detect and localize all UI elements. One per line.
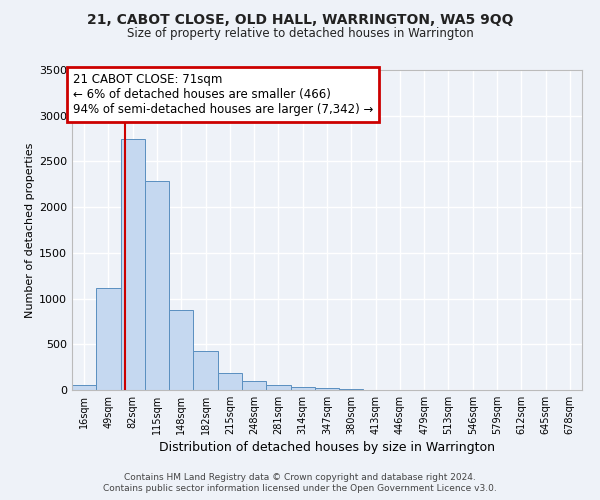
- Bar: [315, 388, 339, 390]
- Bar: [339, 389, 364, 390]
- X-axis label: Distribution of detached houses by size in Warrington: Distribution of detached houses by size …: [159, 441, 495, 454]
- Bar: [72, 385, 96, 390]
- Bar: [290, 387, 315, 390]
- Text: Contains HM Land Registry data © Crown copyright and database right 2024.: Contains HM Land Registry data © Crown c…: [124, 472, 476, 482]
- Bar: [96, 288, 121, 390]
- Bar: [266, 385, 290, 390]
- Text: Contains public sector information licensed under the Open Government Licence v3: Contains public sector information licen…: [103, 484, 497, 493]
- Bar: [218, 373, 242, 390]
- Bar: [242, 381, 266, 390]
- Y-axis label: Number of detached properties: Number of detached properties: [25, 142, 35, 318]
- Text: Size of property relative to detached houses in Warrington: Size of property relative to detached ho…: [127, 28, 473, 40]
- Bar: [169, 310, 193, 390]
- Text: 21, CABOT CLOSE, OLD HALL, WARRINGTON, WA5 9QQ: 21, CABOT CLOSE, OLD HALL, WARRINGTON, W…: [87, 12, 513, 26]
- Bar: [145, 180, 169, 390]
- Bar: [121, 140, 145, 390]
- Bar: [193, 350, 218, 390]
- Text: 21 CABOT CLOSE: 71sqm
← 6% of detached houses are smaller (466)
94% of semi-deta: 21 CABOT CLOSE: 71sqm ← 6% of detached h…: [73, 72, 373, 116]
